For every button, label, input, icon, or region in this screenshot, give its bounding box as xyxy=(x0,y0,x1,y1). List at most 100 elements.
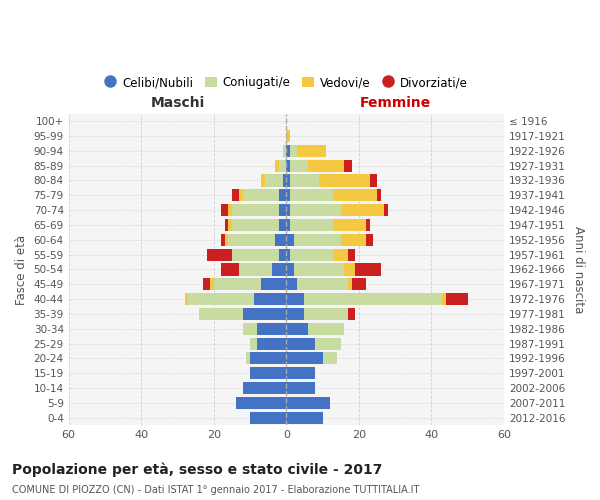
Bar xyxy=(261,278,286,290)
Bar xyxy=(297,145,326,157)
Bar xyxy=(344,160,352,172)
Bar xyxy=(286,352,323,364)
Bar xyxy=(279,248,286,260)
Bar xyxy=(210,278,214,290)
Bar xyxy=(293,264,344,276)
Bar xyxy=(290,219,334,231)
Bar xyxy=(286,397,330,409)
Bar xyxy=(228,219,232,231)
Bar xyxy=(286,367,316,380)
Bar xyxy=(265,174,283,186)
Bar xyxy=(286,264,293,276)
Bar xyxy=(290,189,334,202)
Bar xyxy=(446,293,467,305)
Bar xyxy=(286,293,304,305)
Bar xyxy=(283,145,286,157)
Bar xyxy=(370,174,377,186)
Text: Maschi: Maschi xyxy=(151,96,205,110)
Bar xyxy=(286,278,297,290)
Bar xyxy=(214,278,261,290)
Bar xyxy=(232,189,239,202)
Bar xyxy=(286,234,293,246)
Bar xyxy=(239,264,272,276)
Bar xyxy=(250,352,286,364)
Bar xyxy=(377,189,380,202)
Bar xyxy=(250,367,286,380)
Bar xyxy=(272,264,286,276)
Bar xyxy=(250,412,286,424)
Bar xyxy=(228,204,232,216)
Bar xyxy=(348,248,355,260)
Bar xyxy=(286,189,290,202)
Bar xyxy=(286,322,308,335)
Bar xyxy=(257,338,286,349)
Bar xyxy=(286,145,290,157)
Bar xyxy=(286,130,290,142)
Bar xyxy=(286,338,316,349)
Y-axis label: Anni di nascita: Anni di nascita xyxy=(572,226,585,313)
Bar xyxy=(304,293,442,305)
Bar xyxy=(341,234,366,246)
Bar xyxy=(232,248,279,260)
Bar xyxy=(188,293,254,305)
Bar xyxy=(352,278,366,290)
Bar xyxy=(228,234,275,246)
Bar xyxy=(239,189,243,202)
Bar xyxy=(290,145,297,157)
Bar xyxy=(293,234,341,246)
Bar xyxy=(279,189,286,202)
Bar xyxy=(232,204,279,216)
Bar xyxy=(224,234,228,246)
Y-axis label: Fasce di età: Fasce di età xyxy=(15,234,28,304)
Bar xyxy=(286,382,316,394)
Bar xyxy=(341,204,384,216)
Bar xyxy=(224,219,228,231)
Bar xyxy=(384,204,388,216)
Bar xyxy=(286,248,290,260)
Bar xyxy=(442,293,446,305)
Bar xyxy=(221,204,228,216)
Bar xyxy=(286,308,304,320)
Bar xyxy=(348,308,355,320)
Bar xyxy=(286,160,290,172)
Bar xyxy=(243,308,286,320)
Bar xyxy=(250,338,257,349)
Text: Popolazione per età, sesso e stato civile - 2017: Popolazione per età, sesso e stato civil… xyxy=(12,462,382,477)
Bar xyxy=(254,293,286,305)
Bar xyxy=(279,160,286,172)
Bar xyxy=(355,264,380,276)
Bar xyxy=(286,412,323,424)
Bar xyxy=(261,174,265,186)
Bar xyxy=(290,160,308,172)
Bar xyxy=(344,264,355,276)
Bar xyxy=(304,308,348,320)
Bar xyxy=(221,264,239,276)
Bar xyxy=(232,219,279,231)
Bar xyxy=(308,160,344,172)
Bar xyxy=(221,234,224,246)
Bar xyxy=(290,248,334,260)
Bar xyxy=(319,174,370,186)
Bar xyxy=(279,219,286,231)
Bar xyxy=(236,397,286,409)
Bar xyxy=(334,248,348,260)
Bar xyxy=(247,352,250,364)
Bar xyxy=(257,322,286,335)
Bar xyxy=(283,174,286,186)
Bar xyxy=(243,322,257,335)
Bar xyxy=(286,219,290,231)
Bar xyxy=(297,278,348,290)
Text: Femmine: Femmine xyxy=(359,96,431,110)
Bar xyxy=(366,234,373,246)
Bar xyxy=(243,189,279,202)
Bar xyxy=(206,248,232,260)
Bar xyxy=(275,160,279,172)
Bar xyxy=(243,382,286,394)
Bar xyxy=(290,204,341,216)
Bar xyxy=(275,234,286,246)
Bar xyxy=(334,189,377,202)
Bar xyxy=(348,278,352,290)
Bar xyxy=(334,219,366,231)
Bar xyxy=(308,322,344,335)
Bar xyxy=(286,174,290,186)
